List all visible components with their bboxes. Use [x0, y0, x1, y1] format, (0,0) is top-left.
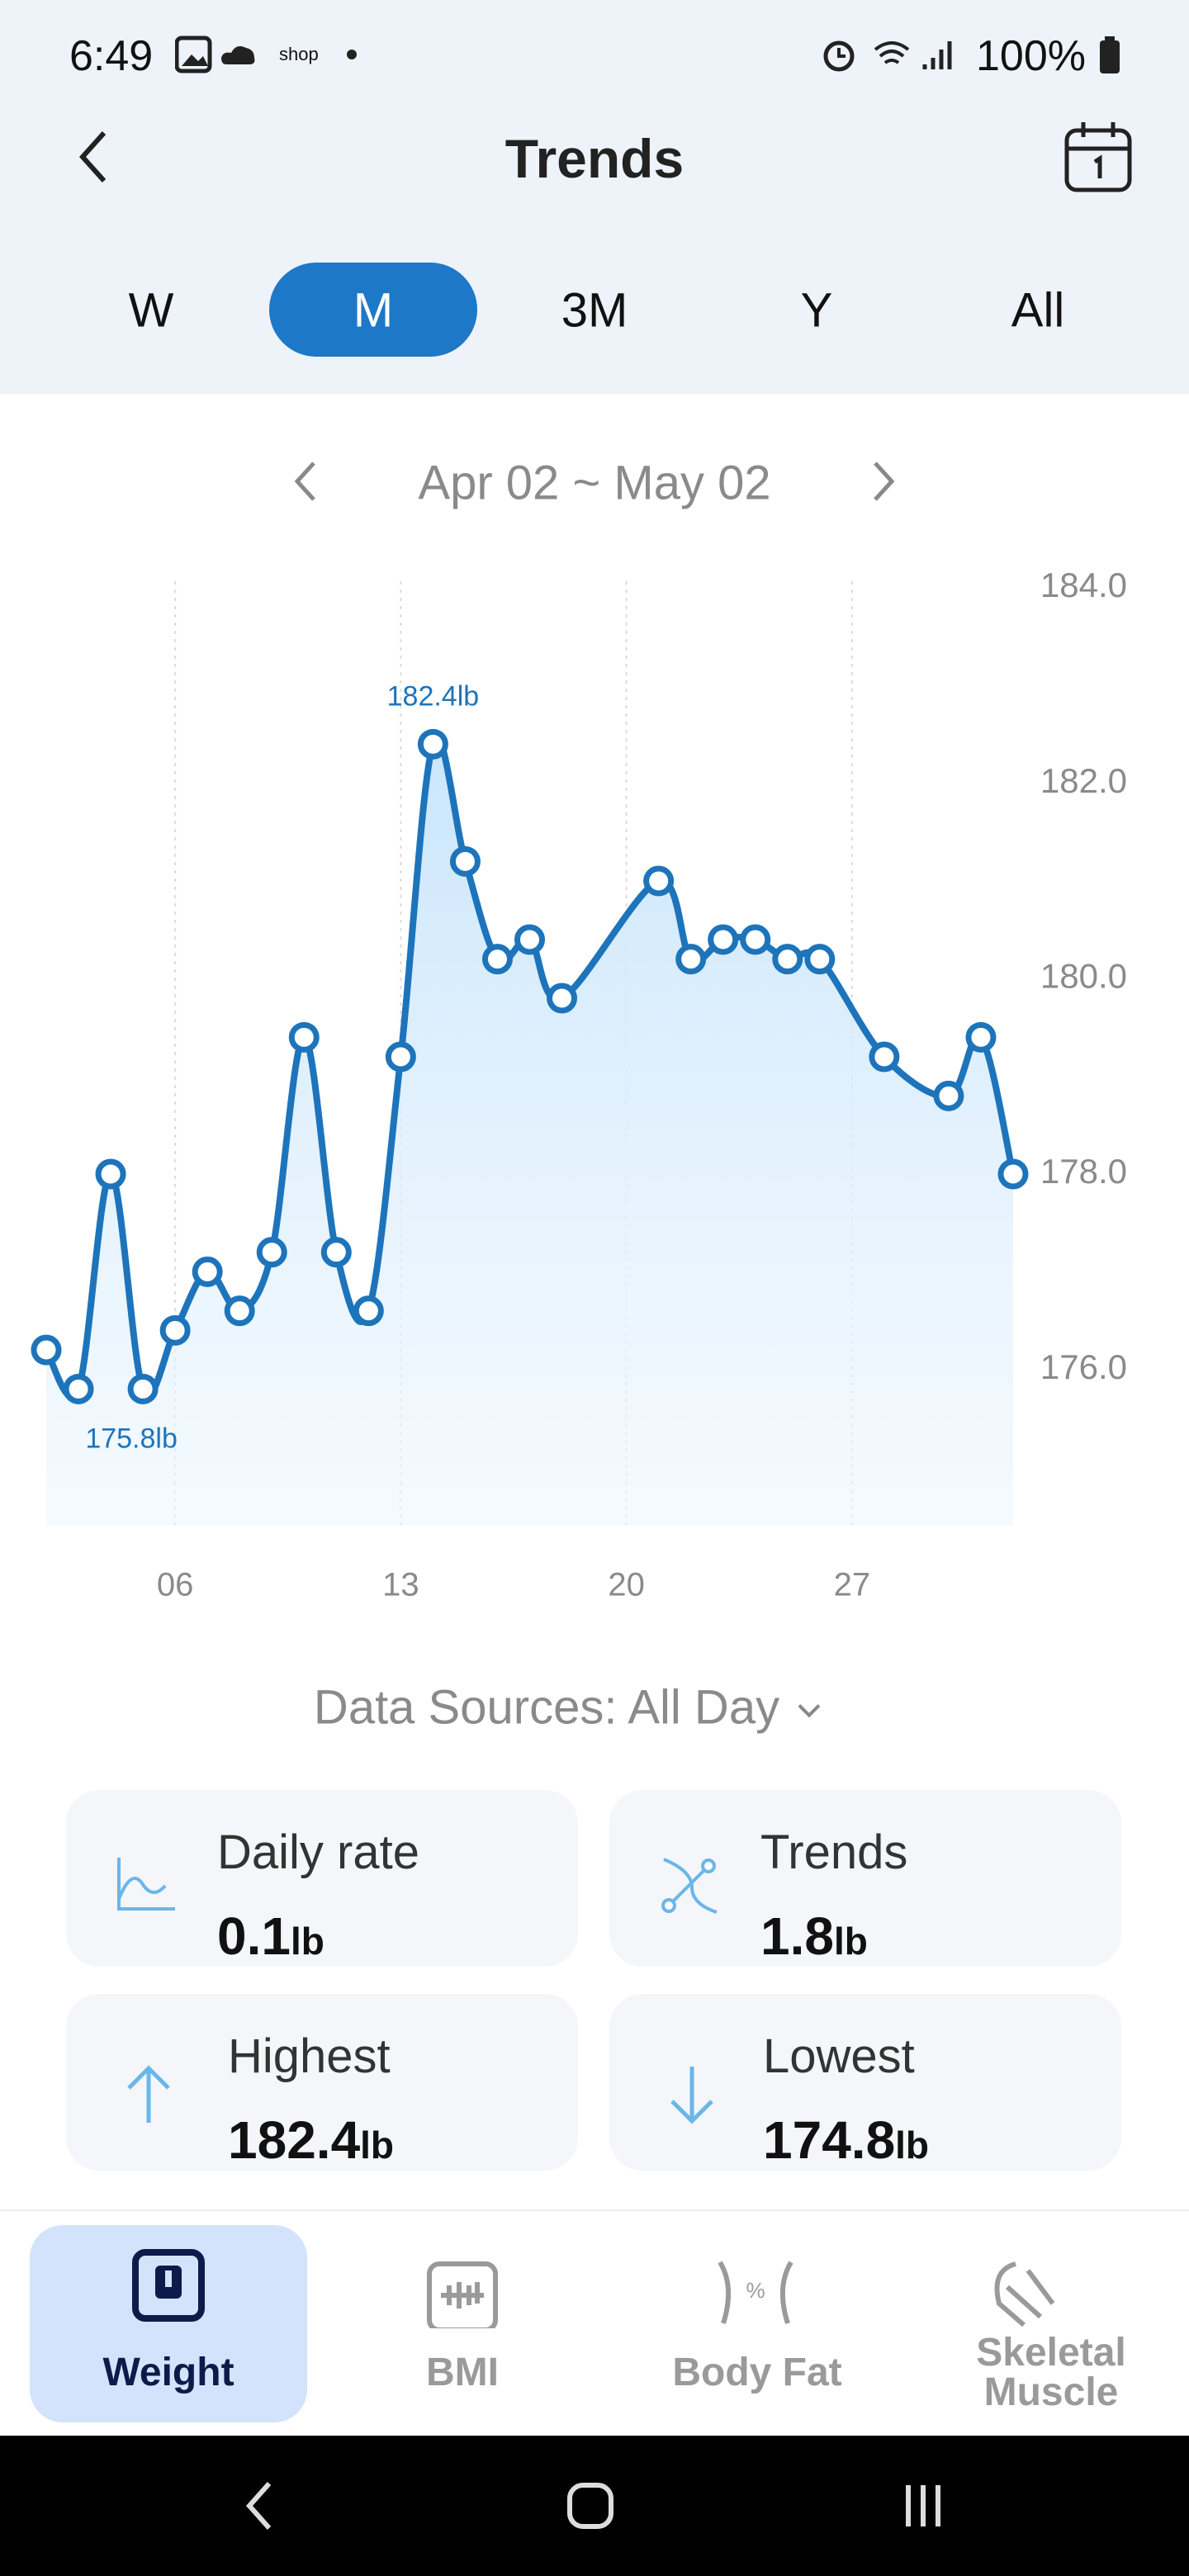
- tab[interactable]: All: [1011, 283, 1065, 338]
- prev-range[interactable]: [289, 458, 322, 504]
- point: [933, 1080, 964, 1111]
- point: [643, 865, 675, 897]
- daily-rate-icon: [117, 1858, 175, 1911]
- page-title: Trends: [504, 128, 685, 189]
- stat-card: Trends 1.8lb: [609, 1790, 1121, 1967]
- data-source[interactable]: Data Sources: All Day: [314, 1680, 826, 1735]
- tab[interactable]: 3M: [561, 283, 628, 338]
- nav-label[interactable]: BMI: [426, 2351, 499, 2394]
- stat-number: 1.8: [760, 1906, 834, 1966]
- chart: 06 13 20 27 184.0 182.0 180.0 178.0 176.0 175.8lb…: [31, 566, 1127, 1603]
- system-nav-bar: [0, 2436, 1189, 2576]
- stat-number: 174.8: [763, 2110, 896, 2170]
- nav-icon: [132, 2249, 205, 2322]
- data-source-text: Data Sources: All Day: [313, 1680, 780, 1735]
- trends-icon: [661, 1858, 718, 1914]
- stat-value: 1.8lb: [760, 1906, 868, 1967]
- nav-label[interactable]: Body Fat: [672, 2351, 842, 2394]
- stat-label: Lowest: [763, 2029, 915, 2083]
- dropdown-icon: [798, 1703, 821, 1718]
- status-icons: [175, 36, 357, 73]
- point: [159, 1314, 191, 1346]
- point: [417, 728, 448, 760]
- stat-label: Trends: [760, 1825, 908, 1879]
- y-tick-label: 182.0: [1040, 761, 1127, 800]
- area-fill: [46, 738, 1013, 1526]
- point: [192, 1256, 223, 1287]
- status-right-icons: [823, 40, 952, 72]
- nav-selected-bg[interactable]: [30, 2225, 307, 2422]
- tab-selected-bg[interactable]: [269, 263, 477, 357]
- y-tick-label: 176.0: [1040, 1347, 1127, 1386]
- nav-label[interactable]: Weight: [102, 2351, 234, 2394]
- point: [288, 1021, 320, 1053]
- up-arrow-icon: [127, 2065, 170, 2123]
- point: [127, 1373, 159, 1404]
- svg-text:%: %: [746, 2278, 765, 2303]
- x-tick-label: 20: [608, 1567, 645, 1603]
- system-nav-buttons[interactable]: [0, 2469, 1189, 2543]
- calendar-button[interactable]: [1063, 119, 1133, 193]
- nav-icons: %: [427, 2261, 1055, 2328]
- x-tick-label: 06: [157, 1567, 194, 1603]
- y-tick-label: 178.0: [1040, 1152, 1127, 1191]
- nav-label[interactable]: Skeletal Muscle: [976, 2331, 1126, 2414]
- point: [481, 944, 513, 975]
- point: [353, 1295, 384, 1327]
- stat-card: Lowest 174.8lb: [609, 1994, 1121, 2171]
- tab[interactable]: M: [353, 283, 394, 338]
- point: [31, 1334, 62, 1366]
- point: [965, 1021, 997, 1053]
- point: [740, 924, 771, 955]
- status-time: 6:49: [69, 32, 154, 80]
- point: [997, 1158, 1029, 1190]
- stat-value: 174.8lb: [763, 2110, 929, 2171]
- value-label: 175.8lb: [85, 1423, 178, 1454]
- battery-icon: [1100, 36, 1120, 73]
- stat-number: 0.1: [217, 1906, 291, 1966]
- stat-label: Daily rate: [217, 1825, 419, 1879]
- status-battery: 100%: [976, 32, 1086, 80]
- stat-label: Highest: [228, 2029, 391, 2083]
- stat-unit: lb: [290, 1920, 324, 1963]
- point: [224, 1295, 255, 1327]
- tab[interactable]: Y: [800, 283, 833, 338]
- x-tick-label: 27: [834, 1567, 871, 1603]
- stat-value: 0.1lb: [217, 1906, 324, 1967]
- stat-value: 182.4lb: [228, 2110, 394, 2171]
- point: [63, 1373, 94, 1404]
- next-range[interactable]: [867, 458, 900, 504]
- stat-card: Daily rate 0.1lb: [66, 1790, 578, 1967]
- date-range: Apr 02 ~ May 02: [418, 456, 771, 510]
- back-button[interactable]: [74, 128, 111, 186]
- nav-divider: [0, 2209, 1189, 2211]
- point: [95, 1158, 126, 1190]
- stat-number: 182.4: [228, 2110, 361, 2170]
- point: [675, 944, 707, 975]
- status-shop: shop: [279, 44, 319, 64]
- point: [514, 924, 545, 955]
- y-tick-label: 180.0: [1040, 956, 1127, 995]
- point: [708, 924, 739, 955]
- stat-unit: lb: [833, 1920, 868, 1963]
- point: [547, 983, 578, 1014]
- point: [385, 1041, 416, 1073]
- stat-unit: lb: [895, 2124, 930, 2166]
- stat-card: Highest 182.4lb: [66, 1994, 578, 2171]
- x-tick-label: 13: [382, 1567, 419, 1603]
- point: [320, 1237, 352, 1268]
- point: [869, 1041, 900, 1073]
- point: [256, 1237, 287, 1268]
- point: [449, 845, 481, 877]
- y-tick-label: 184.0: [1040, 566, 1127, 604]
- stat-unit: lb: [360, 2124, 395, 2166]
- point: [804, 944, 836, 975]
- value-label: 182.4lb: [387, 680, 480, 712]
- down-arrow-icon: [670, 2067, 713, 2124]
- tab[interactable]: W: [128, 283, 174, 338]
- point: [772, 944, 803, 975]
